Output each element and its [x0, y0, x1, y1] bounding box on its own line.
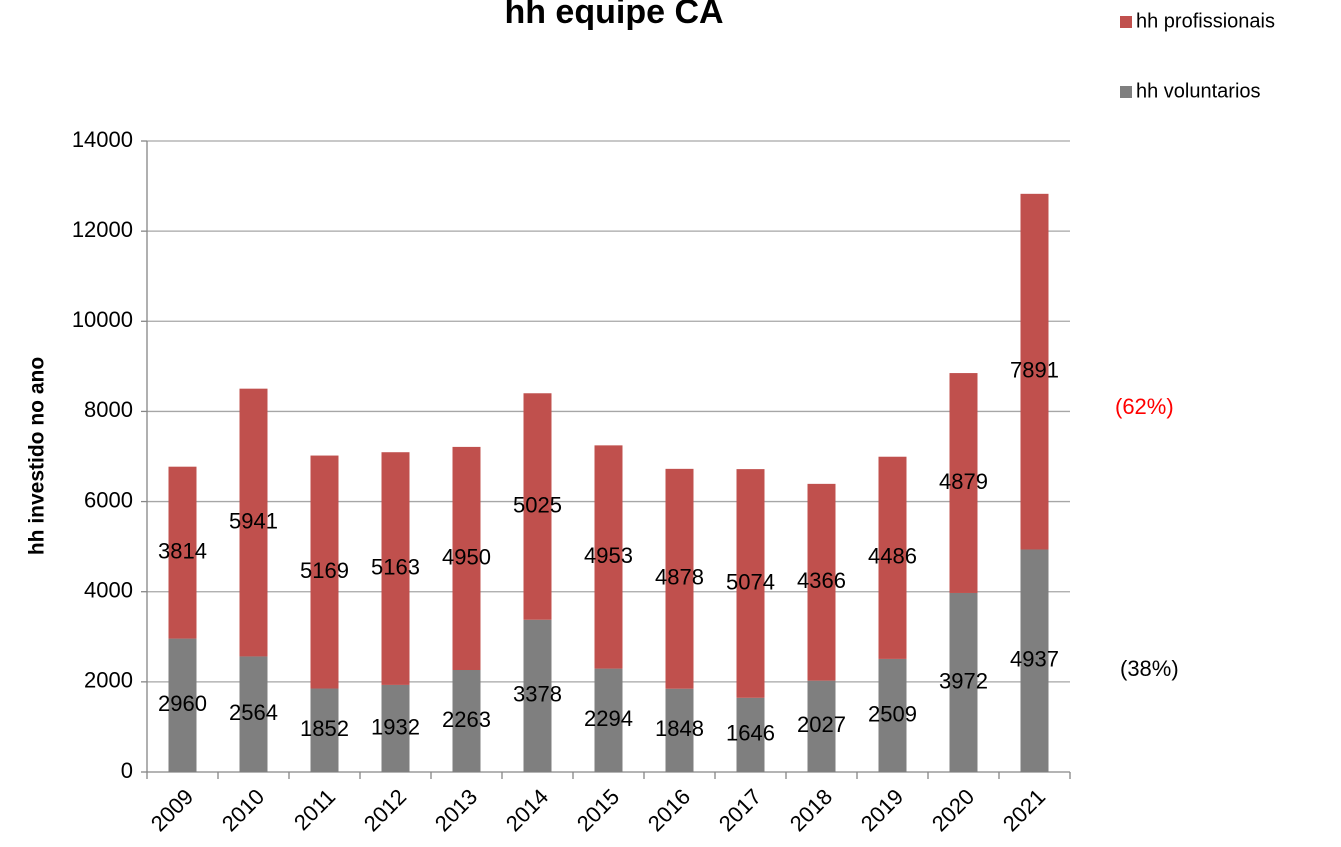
data-label: 4879 [939, 469, 988, 494]
data-label: 1848 [655, 716, 704, 741]
x-tick-label: 2009 [146, 784, 198, 836]
bar-segment [452, 446, 481, 671]
data-label: 4878 [655, 565, 704, 590]
x-tick-label: 2013 [430, 784, 482, 836]
data-label: 1646 [726, 721, 775, 746]
x-tick-label: 2018 [785, 784, 837, 836]
x-tick-label: 2021 [998, 784, 1050, 836]
y-tick-label: 10000 [72, 307, 133, 332]
y-tick-label: 14000 [72, 127, 133, 152]
legend-swatch [1120, 86, 1132, 98]
legend-label: hh profissionais [1136, 10, 1275, 32]
x-tick-label: 2017 [714, 784, 766, 836]
y-tick-label: 8000 [84, 397, 133, 422]
data-label: 3972 [939, 668, 988, 693]
data-label: 3378 [513, 682, 562, 707]
y-tick-label: 4000 [84, 578, 133, 603]
annotation: (62%) [1115, 394, 1174, 419]
data-label: 5941 [229, 508, 278, 533]
data-label: 5025 [513, 492, 562, 517]
x-tick-label: 2016 [643, 784, 695, 836]
bar-segment [1020, 549, 1049, 772]
data-label: 4937 [1010, 647, 1059, 672]
data-label: 4366 [797, 568, 846, 593]
bar-segment [594, 445, 623, 669]
bar-segment [168, 466, 197, 639]
bar-segment [239, 656, 268, 772]
chart-title: hh equipe CA [504, 0, 723, 31]
bar-segment [523, 393, 552, 620]
x-tick-label: 2012 [359, 784, 411, 836]
bar-segment [310, 455, 339, 689]
data-label: 7891 [1010, 357, 1059, 382]
annotation: (38%) [1120, 656, 1179, 681]
bar-segment [381, 684, 410, 772]
data-label: 2960 [158, 691, 207, 716]
data-label: 1932 [371, 714, 420, 739]
bar-segment [168, 638, 197, 772]
bar-segment [239, 388, 268, 657]
y-axis-label: hh investido no ano [26, 357, 49, 555]
x-tick-label: 2011 [289, 784, 340, 835]
legend-swatch [1120, 16, 1132, 28]
legend-label: hh voluntarios [1136, 80, 1261, 102]
data-label: 5163 [371, 554, 420, 579]
data-label: 2263 [442, 707, 491, 732]
bar-segment [949, 592, 978, 772]
data-label: 4953 [584, 543, 633, 568]
data-label: 4486 [868, 544, 917, 569]
x-tick-label: 2010 [217, 784, 269, 836]
bar-segment [594, 668, 623, 772]
bar-segment [1020, 193, 1049, 550]
data-label: 5169 [300, 558, 349, 583]
data-label: 5074 [726, 569, 775, 594]
bar-segment [878, 456, 907, 659]
x-tick-label: 2019 [856, 784, 908, 836]
bar-segment [949, 373, 978, 593]
y-tick-label: 6000 [84, 487, 133, 512]
y-tick-label: 2000 [84, 668, 133, 693]
bar-segment [807, 680, 836, 772]
bar-segment [523, 619, 552, 772]
bar-segment [665, 688, 694, 772]
data-label: 2027 [797, 712, 846, 737]
x-tick-label: 2020 [927, 784, 979, 836]
bar-segment [736, 697, 765, 772]
data-label: 2294 [584, 706, 633, 731]
y-tick-label: 0 [121, 758, 133, 783]
bar-segment [381, 452, 410, 685]
bar-segment [878, 658, 907, 772]
bar-segment [807, 483, 836, 681]
data-label: 4950 [442, 544, 491, 569]
data-label: 2564 [229, 700, 278, 725]
bar-segment [665, 468, 694, 689]
x-tick-label: 2014 [501, 784, 553, 836]
bar-segment [452, 670, 481, 772]
x-tick-label: 2015 [572, 784, 624, 836]
data-label: 3814 [158, 538, 207, 563]
data-label: 2509 [868, 701, 917, 726]
y-tick-label: 12000 [72, 217, 133, 242]
data-label: 1852 [300, 716, 349, 741]
bar-segment [310, 688, 339, 772]
bar-segment [736, 469, 765, 698]
